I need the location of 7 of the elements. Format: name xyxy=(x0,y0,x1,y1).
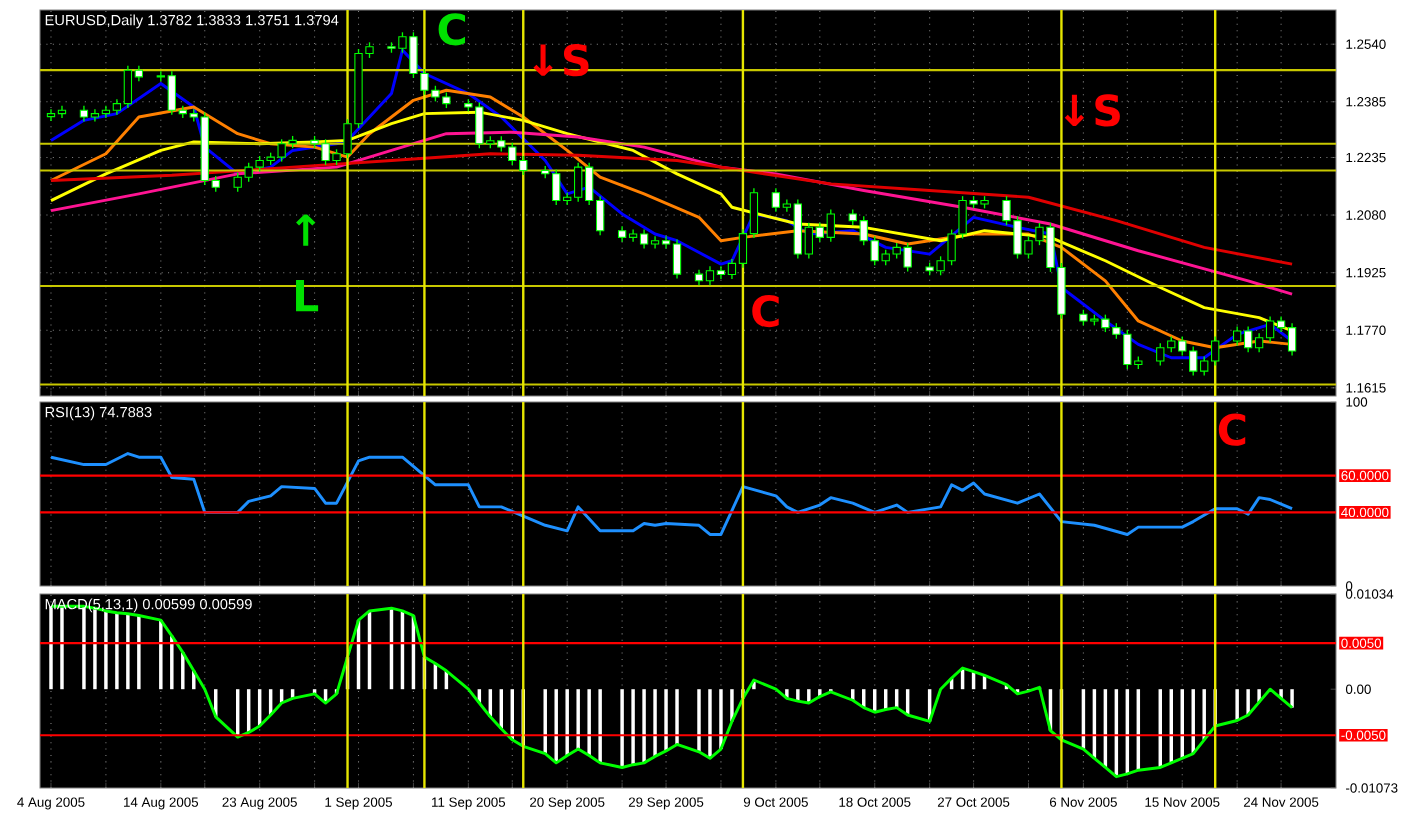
annotation: L xyxy=(296,280,319,312)
annotation: C xyxy=(1218,413,1246,446)
annotation: C xyxy=(752,294,779,328)
annotation: C xyxy=(438,13,466,46)
annotation: ↓S xyxy=(1064,94,1120,127)
annotation: ↑ xyxy=(296,214,316,246)
annotation: ↓S xyxy=(533,44,589,77)
